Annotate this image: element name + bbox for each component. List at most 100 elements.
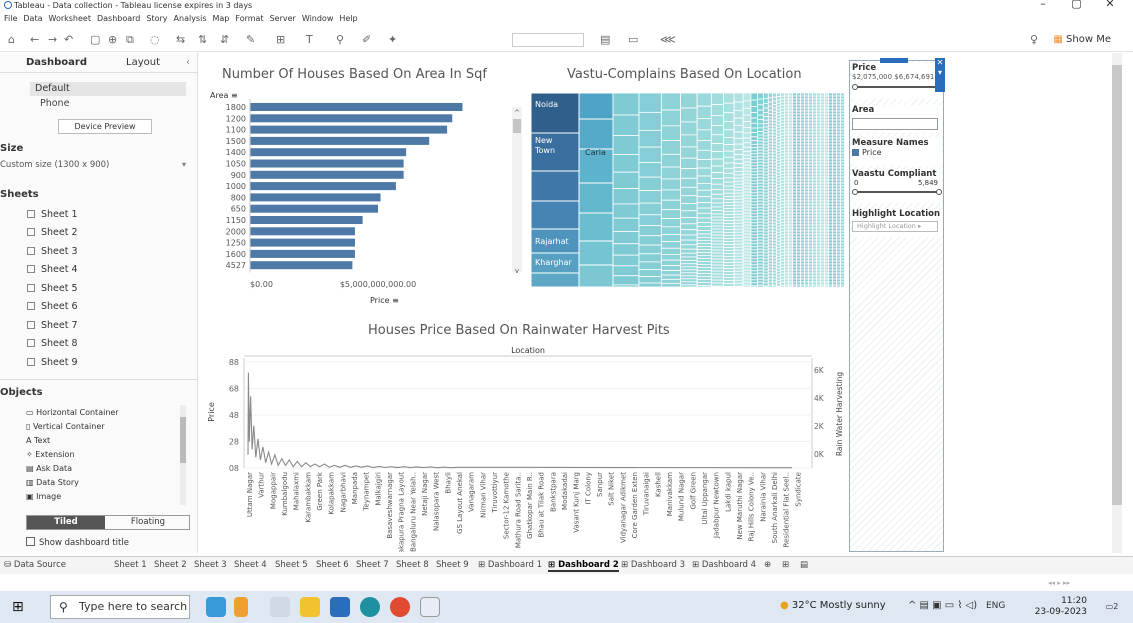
undo-icon[interactable]: ↶	[64, 33, 74, 46]
treemap-cell[interactable]	[531, 170, 580, 202]
treemap-cell[interactable]	[762, 201, 769, 206]
treemap-cell[interactable]	[680, 256, 698, 261]
treemap-cell[interactable]	[836, 233, 841, 238]
tab-sheet-7[interactable]: Sheet 7	[356, 560, 389, 570]
treemap-cell[interactable]	[742, 269, 752, 274]
treemap-cell[interactable]	[804, 134, 809, 139]
treemap-cell[interactable]	[772, 152, 777, 157]
treemap-cell[interactable]	[742, 150, 752, 156]
treemap-cell[interactable]	[832, 95, 837, 100]
treemap-cell[interactable]	[772, 179, 777, 184]
treemap-cell[interactable]	[840, 155, 845, 160]
treemap-cell[interactable]	[757, 93, 764, 100]
treemap-cell[interactable]	[742, 227, 752, 232]
treemap-cell[interactable]	[762, 255, 769, 260]
treemap-cell[interactable]	[767, 281, 773, 286]
treemap-cell[interactable]	[812, 128, 817, 133]
treemap-cell[interactable]	[808, 215, 813, 220]
treemap-cell[interactable]	[696, 270, 712, 274]
treemap-cell[interactable]	[784, 239, 789, 244]
treemap-cell[interactable]	[776, 252, 781, 257]
treemap-cell[interactable]	[832, 119, 837, 124]
forward-icon[interactable]: →	[48, 33, 58, 46]
treemap-cell[interactable]	[784, 128, 789, 133]
treemap-cell[interactable]	[762, 258, 769, 263]
treemap-cell[interactable]	[710, 276, 724, 281]
tab-sheet-8[interactable]: Sheet 8	[396, 560, 429, 570]
treemap-cell[interactable]	[767, 221, 773, 226]
treemap-cell[interactable]	[733, 276, 744, 281]
treemap-cell[interactable]	[816, 284, 821, 287]
treemap-cell[interactable]	[784, 143, 789, 148]
treemap-cell[interactable]	[696, 140, 712, 151]
treemap-cell[interactable]	[820, 125, 825, 130]
treemap-cell[interactable]	[812, 185, 817, 190]
treemap-cell[interactable]	[792, 212, 797, 217]
treemap-cell[interactable]	[808, 134, 813, 139]
treemap-cell[interactable]	[800, 263, 805, 268]
treemap-cell[interactable]	[784, 164, 789, 169]
treemap-cell[interactable]	[772, 170, 777, 175]
treemap-cell[interactable]	[788, 191, 793, 196]
treemap-cell[interactable]	[800, 281, 805, 286]
treemap-cell[interactable]	[828, 281, 833, 286]
treemap-cell[interactable]	[696, 282, 712, 286]
treemap-cell[interactable]	[638, 129, 662, 148]
treemap-cell[interactable]	[757, 209, 764, 214]
treemap-cell[interactable]	[784, 215, 789, 220]
treemap-cell[interactable]	[742, 191, 752, 196]
treemap-cell[interactable]	[723, 259, 735, 263]
treemap-cell[interactable]	[836, 242, 841, 247]
treemap-cell[interactable]	[750, 285, 759, 287]
treemap-cell[interactable]	[804, 272, 809, 277]
treemap-cell[interactable]	[710, 240, 724, 245]
treemap-cell[interactable]	[800, 260, 805, 265]
treemap-cell[interactable]	[772, 194, 777, 199]
treemap-cell[interactable]	[742, 245, 752, 250]
treemap-cell[interactable]	[828, 218, 833, 223]
treemap-cell[interactable]	[762, 222, 769, 227]
treemap-cell[interactable]	[840, 167, 845, 172]
treemap-cell[interactable]	[828, 93, 833, 97]
treemap-cell[interactable]	[772, 167, 777, 172]
treemap-cell[interactable]	[784, 194, 789, 199]
treemap-cell[interactable]	[776, 228, 781, 233]
treemap-cell[interactable]	[796, 275, 801, 280]
treemap-cell[interactable]	[767, 245, 773, 250]
treemap-cell[interactable]	[762, 279, 769, 284]
treemap-cell[interactable]	[757, 245, 764, 250]
treemap-cell[interactable]	[816, 104, 821, 109]
size-select[interactable]: Custom size (1300 x 900)	[0, 160, 110, 170]
treemap-cell[interactable]	[710, 261, 724, 266]
treemap-cell[interactable]	[816, 131, 821, 136]
treemap-cell[interactable]	[840, 93, 845, 97]
treemap-cell[interactable]	[816, 116, 821, 121]
treemap-cell[interactable]	[742, 176, 752, 181]
treemap-cell[interactable]	[804, 158, 809, 163]
minimize-button[interactable]: –	[1040, 0, 1046, 10]
pause-icon[interactable]: ◌	[150, 33, 160, 46]
treemap-cell[interactable]	[767, 170, 773, 175]
treemap-cell[interactable]	[784, 248, 789, 253]
treemap-cell[interactable]	[816, 263, 821, 268]
treemap-cell[interactable]	[696, 233, 712, 238]
treemap-cell[interactable]	[808, 143, 813, 148]
treemap-cell[interactable]	[696, 249, 712, 253]
treemap-cell[interactable]	[772, 191, 777, 196]
treemap-cell[interactable]	[808, 113, 813, 118]
treemap-cell[interactable]	[832, 269, 837, 274]
treemap-cell[interactable]	[828, 131, 833, 136]
treemap-cell[interactable]	[836, 161, 841, 166]
treemap-cell[interactable]	[800, 122, 805, 127]
sheet-list-item[interactable]: Sheet 5	[27, 283, 78, 294]
treemap-cell[interactable]	[767, 105, 773, 111]
treemap-cell[interactable]	[776, 129, 781, 134]
treemap-cell[interactable]	[772, 209, 777, 214]
treemap-cell[interactable]	[788, 158, 793, 163]
treemap-cell[interactable]	[750, 159, 759, 164]
treemap-cell[interactable]	[788, 107, 793, 112]
treemap-cell[interactable]	[762, 195, 769, 200]
treemap-cell[interactable]	[762, 97, 769, 104]
treemap-cell[interactable]	[788, 95, 793, 100]
treemap-cell[interactable]	[808, 101, 813, 106]
